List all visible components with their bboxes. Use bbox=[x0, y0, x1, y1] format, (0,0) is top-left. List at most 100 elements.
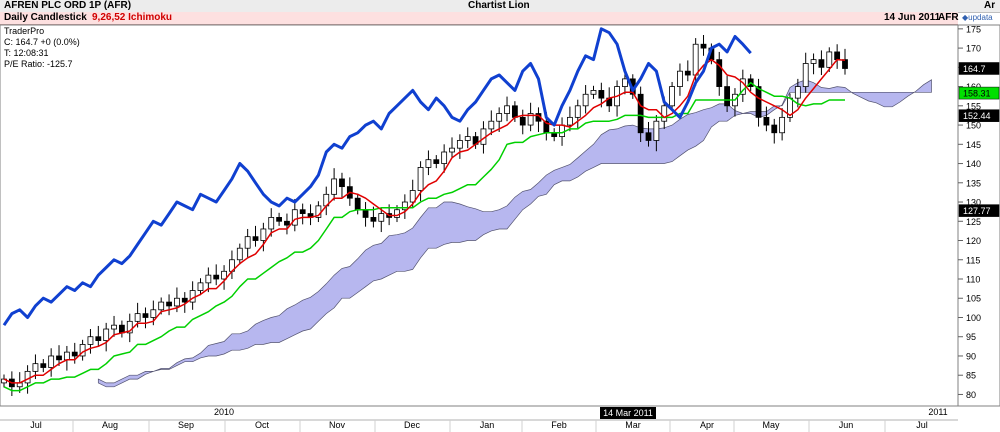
candle-body bbox=[268, 217, 275, 230]
chart-type-label: Daily Candlestick bbox=[4, 12, 87, 23]
cursor-date-box bbox=[600, 407, 656, 419]
y-tick-label: 140 bbox=[966, 159, 981, 169]
candle-body bbox=[71, 351, 78, 357]
candle-body bbox=[401, 201, 408, 211]
y-tick-label: 120 bbox=[966, 236, 981, 246]
candle-body bbox=[63, 351, 70, 361]
candle-body bbox=[834, 51, 841, 61]
candle-body bbox=[221, 270, 227, 280]
candle-body bbox=[511, 105, 518, 118]
y-tick-label: 170 bbox=[966, 44, 981, 54]
candle-body bbox=[276, 217, 282, 222]
candle-body bbox=[205, 274, 212, 284]
month-label: May bbox=[762, 420, 780, 430]
candle-body bbox=[496, 113, 503, 122]
info-panel: TraderPro C: 164.7 +0 (0.0%) T: 12:08:31… bbox=[4, 26, 80, 70]
candle-body bbox=[700, 43, 707, 49]
candle-body bbox=[582, 93, 589, 107]
candle-body bbox=[692, 43, 699, 76]
month-label: Nov bbox=[329, 420, 346, 430]
info-source: TraderPro bbox=[4, 26, 45, 36]
candle-body bbox=[504, 105, 510, 114]
candle-body bbox=[95, 336, 102, 341]
candle-body bbox=[339, 178, 345, 188]
instrument-name: AFREN PLC ORD 1P (AFR) bbox=[4, 0, 132, 11]
price-label-text: 164.7 bbox=[963, 64, 986, 74]
indicator-label: 9,26,52 Ichimoku bbox=[92, 12, 173, 23]
candle-body bbox=[622, 78, 628, 87]
candle-body bbox=[24, 370, 31, 384]
candle-body bbox=[197, 282, 204, 291]
candle-body bbox=[779, 116, 786, 134]
candle-body bbox=[684, 70, 691, 76]
price-label-text: 158.31 bbox=[963, 89, 991, 99]
y-tick-label: 175 bbox=[966, 24, 981, 34]
candle-body bbox=[425, 159, 432, 168]
candle-body bbox=[260, 228, 267, 241]
candle-body bbox=[394, 209, 400, 218]
candle-body bbox=[559, 124, 565, 138]
candle-body bbox=[441, 151, 448, 164]
candle-body bbox=[111, 324, 117, 330]
candle-body bbox=[716, 59, 723, 87]
y-tick-label: 130 bbox=[966, 198, 981, 208]
y-tick-label: 155 bbox=[966, 101, 981, 111]
candle-body bbox=[567, 116, 573, 126]
candle-body bbox=[794, 86, 801, 99]
y-tick-label: 105 bbox=[966, 294, 981, 304]
y-tick-label: 145 bbox=[966, 140, 981, 150]
y-tick-label: 95 bbox=[966, 332, 976, 342]
candle-body bbox=[87, 336, 94, 345]
candle-body bbox=[755, 86, 762, 118]
y-tick-label: 150 bbox=[966, 121, 981, 131]
lagging-span-line bbox=[2, 27, 752, 327]
kumo-cloud bbox=[97, 79, 932, 388]
candle-body bbox=[378, 213, 385, 222]
candle-body bbox=[433, 159, 440, 164]
candle-body bbox=[32, 363, 39, 372]
brand-icon: ◆ bbox=[962, 13, 969, 22]
y-tick-label: 80 bbox=[966, 390, 976, 400]
candle-body bbox=[158, 301, 165, 311]
candle-body bbox=[48, 355, 55, 368]
info-time: T: 12:08:31 bbox=[4, 48, 49, 58]
candle-body bbox=[590, 90, 597, 95]
candle-body bbox=[181, 297, 188, 303]
price-label-text: 152.44 bbox=[963, 111, 991, 121]
window-title: Chartist Lion bbox=[468, 0, 530, 11]
candle-body bbox=[669, 86, 675, 107]
month-label: Jul bbox=[30, 420, 42, 430]
candle-body bbox=[142, 313, 149, 318]
month-label: Mar bbox=[625, 420, 641, 430]
candle-body bbox=[818, 59, 825, 68]
candle-body bbox=[362, 209, 369, 218]
y-tick-label: 85 bbox=[966, 371, 976, 381]
chart-symbol-label: AFR bbox=[938, 12, 959, 23]
candle-body bbox=[299, 209, 306, 214]
price-label-close bbox=[958, 62, 1000, 75]
price-label-kijun bbox=[958, 86, 1000, 100]
candle-body bbox=[150, 309, 157, 318]
month-label: Feb bbox=[551, 420, 567, 430]
candle-body bbox=[354, 197, 361, 211]
candle-body bbox=[826, 51, 833, 68]
candle-body bbox=[370, 217, 377, 222]
y-tick-label: 110 bbox=[966, 275, 980, 285]
candle-body bbox=[331, 178, 338, 195]
kijun-sen-line bbox=[3, 81, 845, 392]
candle-body bbox=[456, 140, 463, 149]
candle-body bbox=[645, 132, 652, 141]
candle-body bbox=[174, 297, 180, 307]
info-pe: P/E Ratio: -125.7 bbox=[4, 59, 73, 69]
candle-body bbox=[763, 116, 770, 126]
month-label: Apr bbox=[700, 420, 714, 430]
price-label-cloud bbox=[958, 109, 1000, 122]
candle-body bbox=[637, 93, 644, 134]
candle-body bbox=[103, 328, 110, 341]
year-label: 2010 bbox=[214, 407, 234, 417]
candle-body bbox=[291, 209, 298, 226]
candle-body bbox=[417, 166, 424, 191]
brand-logo: ◆updata bbox=[962, 13, 993, 22]
